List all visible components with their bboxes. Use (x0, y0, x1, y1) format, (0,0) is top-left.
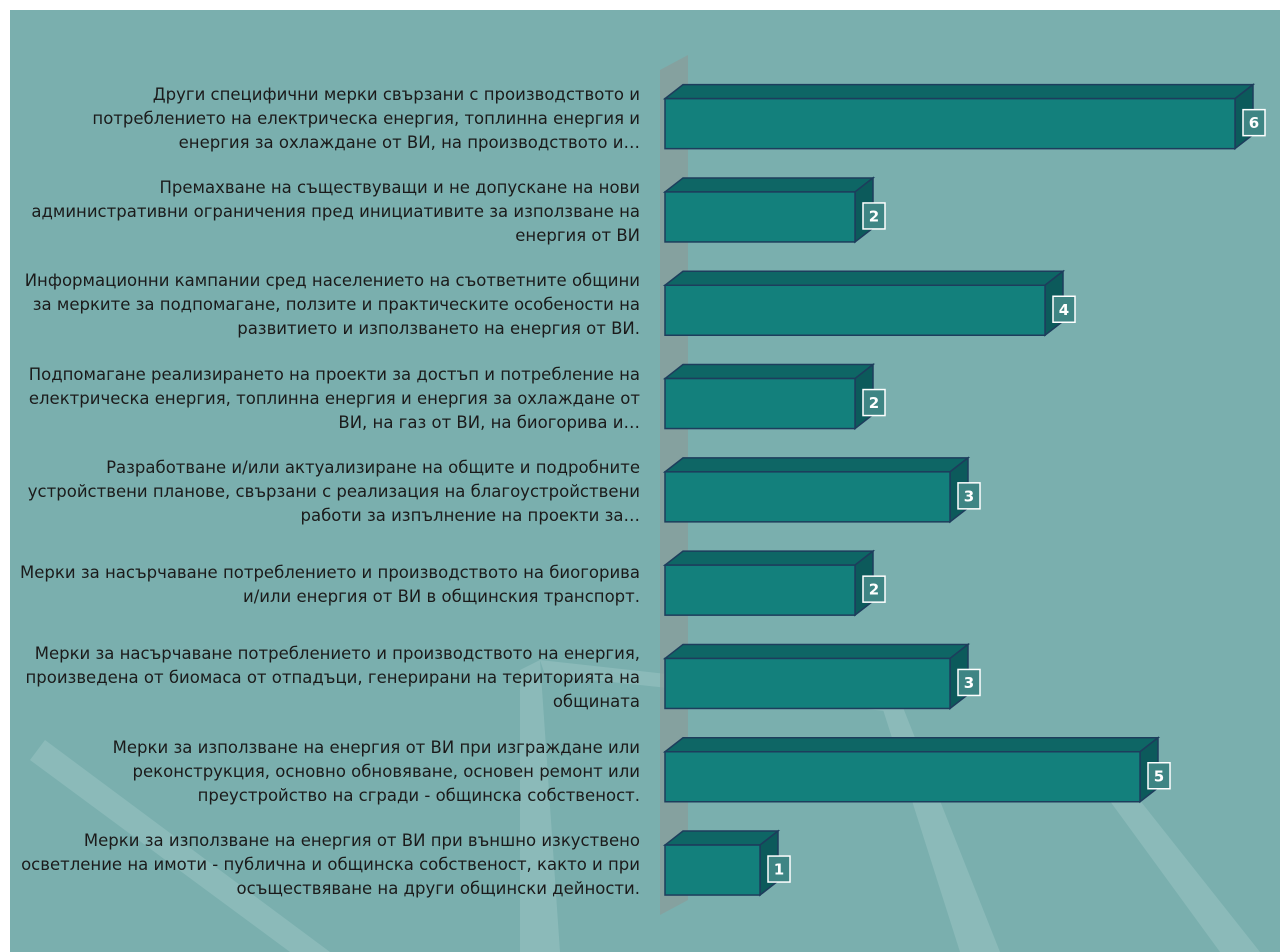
bar (662, 176, 876, 244)
value-label: 2 (869, 207, 879, 225)
bar-front (664, 657, 951, 710)
bar-top (662, 737, 1161, 753)
bar (662, 642, 971, 710)
category-label: Мерки за насърчаване потреблението и про… (25, 644, 640, 712)
category-label: Мерки за използване на енергия от ВИ при… (21, 831, 640, 899)
bar-front (664, 564, 856, 616)
bar-top (662, 457, 971, 473)
value-label: 6 (1249, 114, 1259, 132)
value-label-box (1242, 108, 1266, 137)
bar (662, 83, 1256, 151)
category-label: Мерки за използване на енергия от ВИ при… (112, 737, 640, 805)
bar (662, 736, 1161, 804)
value-label: 2 (869, 581, 879, 599)
value-label: 3 (964, 674, 974, 692)
bar-top (662, 830, 781, 846)
bar (662, 269, 1066, 337)
bar-front (664, 377, 856, 430)
value-label-box (767, 855, 791, 883)
value-label-box (862, 575, 886, 603)
bar-front (664, 97, 1236, 150)
value-label: 1 (774, 861, 784, 879)
category-label: Премахване на съществуващи и не допускан… (31, 177, 640, 245)
value-label-box (1052, 295, 1076, 323)
bar-top (662, 83, 1256, 100)
bar (662, 363, 876, 431)
bar-front (664, 751, 1141, 803)
bar-front (664, 471, 951, 523)
category-label: Мерки за насърчаване потреблението и про… (20, 563, 640, 607)
value-label: 5 (1154, 767, 1164, 785)
bar (662, 456, 971, 524)
bar-top (662, 643, 971, 660)
value-label: 2 (869, 394, 879, 412)
turbine-blade (30, 740, 330, 952)
category-label: Подпомагане реализирането на проекти за … (28, 364, 640, 432)
bar (662, 829, 781, 897)
value-label-box (862, 202, 886, 230)
value-label-box (957, 668, 981, 697)
value-label-box (1147, 762, 1171, 790)
value-label: 3 (964, 487, 974, 505)
bar-top (662, 550, 876, 566)
bar (662, 549, 876, 617)
bar-front (664, 191, 856, 243)
turbine-tower (520, 660, 560, 952)
category-label: Разработване и/или актуализиране на общи… (27, 457, 640, 525)
value-label-box (862, 388, 886, 417)
value-label-box (957, 482, 981, 510)
bar-top (662, 177, 876, 193)
category-label: Информационни кампании сред населението … (24, 271, 640, 339)
bar-front (664, 844, 761, 896)
bar-top (662, 363, 876, 380)
bar-front (664, 284, 1046, 336)
value-label: 4 (1059, 301, 1069, 319)
category-label: Други специфични мерки свързани с произв… (92, 84, 640, 152)
bar-top (662, 270, 1066, 286)
